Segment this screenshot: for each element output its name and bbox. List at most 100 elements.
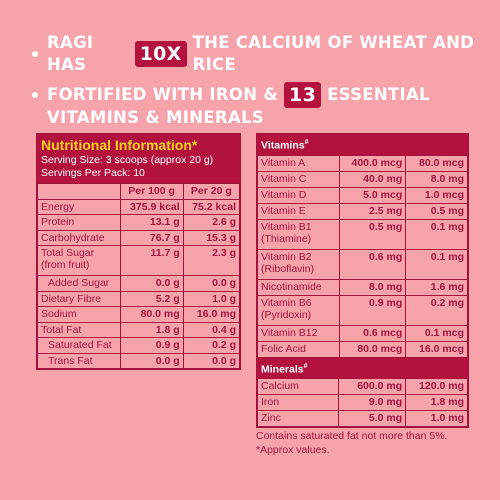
vitamins-minerals-panel: Vitamins# Vitamin A 400.0 mcg 80.0 mcg V… (256, 133, 469, 428)
row-label: Sodium (37, 306, 121, 323)
row-label: Nicotinamide (257, 278, 340, 296)
value-per-100g: 400.0 mcg (338, 154, 407, 172)
highlight-box: 13 (284, 82, 322, 108)
value-per-100g: 11.7 g (119, 245, 184, 276)
row-label: Vitamin B1 (Thiamine) (257, 218, 340, 250)
value-per-20g: 0.2 g (182, 337, 241, 354)
value-per-20g: 1.0 g (182, 290, 241, 307)
table-row: Calcium 600.0 mg 120.0 mg (256, 378, 468, 395)
row-label: Dietary Fibre (37, 290, 121, 307)
row-label: Total Fat (37, 321, 121, 338)
headline-line-2: FORTIFIED WITH IRON & 13 ESSENTIAL (32, 82, 487, 108)
row-label: Iron (256, 394, 340, 411)
saturated-fat-note: Contains saturated fat not more than 5%. (256, 430, 448, 442)
headline-text: FORTIFIED WITH IRON & (47, 85, 279, 104)
minerals-title: Minerals (261, 363, 304, 375)
nutrition-table: Per 100 g Per 20 g Energy 375.9 kcal 75.… (37, 183, 241, 369)
headline-text: RAGI HAS (47, 33, 94, 74)
nutrition-panel: Nutritional Information* Serving Size: 3… (36, 133, 241, 370)
vitamins-table: Vitamin A 400.0 mcg 80.0 mcg Vitamin C 4… (257, 154, 468, 358)
value-per-20g: 2.6 g (182, 214, 241, 231)
value-per-100g: 5.0 mg (338, 410, 407, 427)
table-row: Dietary Fibre 5.2 g 1.0 g (37, 290, 241, 307)
value-per-100g: 0.9 mg (338, 294, 407, 326)
table-row: Vitamin B2 (Riboflavin) 0.6 mg 0.1 mg (257, 248, 468, 280)
row-label: Calcium (256, 378, 340, 395)
table-row: Added Sugar 0.0 g 0.0 g (37, 275, 241, 292)
approx-values-note: *Approx values. (256, 443, 330, 456)
table-row: Total Sugar (from fruit) 11.7 g 2.3 g (37, 245, 241, 276)
vitamins-header: Vitamins# (257, 134, 468, 155)
value-per-20g: 1.6 mg (405, 278, 468, 296)
value-per-100g: 76.7 g (119, 229, 184, 246)
headline-text: THE CALCIUM OF WHEAT AND RICE (192, 33, 475, 74)
table-row: Carbohydrate 76.7 g 15.3 g (37, 229, 241, 246)
value-per-20g: 0.0 g (182, 352, 241, 369)
table-row: Saturated Fat 0.9 g 0.2 g (37, 337, 241, 354)
row-label: Vitamin B12 (257, 324, 340, 342)
vitamins-mark: # (304, 139, 309, 146)
value-per-100g: 0.0 g (119, 352, 184, 369)
row-label: Folic Acid (257, 340, 340, 358)
nutrition-header: Nutritional Information* Serving Size: 3… (37, 134, 240, 183)
servings-per-pack: Servings Per Pack: 10 (41, 166, 145, 179)
value-per-20g: 80.0 mcg (405, 154, 468, 172)
value-per-20g: 16.0 mcg (405, 340, 468, 358)
row-label: Trans Fat (37, 352, 121, 369)
value-per-100g: 375.9 kcal (119, 198, 184, 215)
value-per-100g: 80.0 mg (119, 306, 184, 323)
table-row: Vitamin E 2.5 mg 0.5 mg (257, 202, 468, 220)
value-per-20g: 8.0 mg (405, 170, 468, 188)
row-label: Vitamin A (257, 154, 340, 172)
vitamins-title: Vitamins (261, 139, 305, 152)
table-row: Folic Acid 80.0 mcg 16.0 mcg (257, 340, 468, 358)
value-per-100g: 0.5 mg (338, 218, 407, 250)
headline: RAGI HAS 10X THE CALCIUM OF WHEAT AND RI… (32, 32, 487, 128)
value-per-100g: 1.8 g (119, 321, 184, 338)
row-label: Zinc (256, 410, 340, 427)
row-label: Vitamin E (257, 202, 340, 220)
value-per-20g: 1.8 mg (405, 394, 468, 411)
minerals-mark: # (303, 362, 308, 370)
table-row: Zinc 5.0 mg 1.0 mg (256, 410, 468, 427)
value-per-100g: 5.0 mcg (338, 186, 407, 204)
row-label: Added Sugar (37, 275, 121, 292)
column-header: Per 20 g (182, 183, 241, 200)
value-per-100g: 0.9 g (119, 337, 184, 354)
table-row: Vitamin B12 0.6 mcg 0.1 mcg (257, 324, 468, 342)
value-per-100g: 40.0 mg (338, 170, 407, 188)
value-per-20g: 0.1 mcg (405, 324, 468, 342)
value-per-100g: 0.0 g (119, 275, 184, 292)
bullet-icon (32, 92, 38, 98)
table-row: Vitamin C 40.0 mg 8.0 mg (257, 170, 468, 188)
row-label: Carbohydrate (37, 229, 121, 246)
table-header-row: Per 100 g Per 20 g (37, 183, 241, 200)
value-per-100g: 600.0 mg (338, 378, 407, 395)
row-label: Energy (37, 198, 121, 215)
value-per-100g: 0.6 mg (338, 248, 407, 280)
value-per-20g: 0.1 mg (405, 218, 468, 250)
value-per-20g: 2.3 g (182, 245, 241, 276)
row-label: Total Sugar (from fruit) (37, 245, 121, 276)
nutrition-title: Nutritional Information* (41, 137, 198, 153)
row-label: Vitamin C (257, 170, 340, 188)
row-label: Vitamin B6 (Pyridoxin) (257, 294, 340, 326)
table-row: Vitamin B1 (Thiamine) 0.5 mg 0.1 mg (257, 218, 468, 250)
value-per-100g: 9.0 mg (338, 394, 407, 411)
value-per-20g: 0.2 mg (405, 294, 468, 326)
column-header (37, 183, 121, 200)
table-row: Protein 13.1 g 2.6 g (37, 214, 241, 231)
row-label: Protein (37, 214, 121, 231)
value-per-20g: 0.5 mg (405, 202, 468, 220)
value-per-20g: 120.0 mg (405, 378, 468, 395)
table-row: Vitamin A 400.0 mcg 80.0 mcg (257, 154, 468, 172)
value-per-20g: 1.0 mcg (405, 186, 468, 204)
table-row: Total Fat 1.8 g 0.4 g (37, 321, 241, 338)
headline-line-1: RAGI HAS 10X THE CALCIUM OF WHEAT AND RI… (32, 32, 487, 76)
value-per-100g: 8.0 mg (338, 278, 407, 296)
serving-size: Serving Size: 3 scoops (approx 20 g) (41, 154, 214, 166)
row-label: Vitamin D (257, 186, 340, 204)
headline-text: ESSENTIAL (327, 85, 430, 104)
footnotes: Contains saturated fat not more than 5%.… (256, 430, 486, 457)
bullet-icon (32, 51, 38, 57)
